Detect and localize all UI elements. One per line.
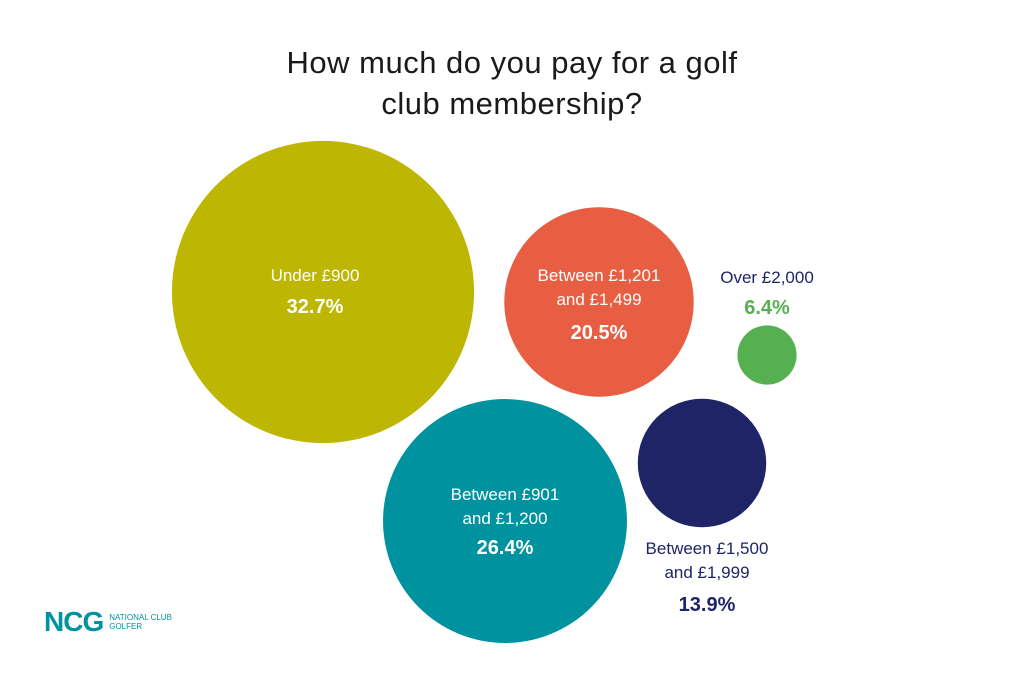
value-label: 26.4% <box>476 537 534 559</box>
bubble <box>737 325 797 385</box>
bubble <box>383 399 627 643</box>
value-label: 6.4% <box>744 297 790 319</box>
bubble-label: Under £900 <box>270 266 360 285</box>
logo: NCG NATIONAL CLUB GOLFER <box>44 606 173 638</box>
bubble <box>504 207 694 397</box>
logo-name: NATIONAL CLUB GOLFER <box>109 613 172 631</box>
bubble-label: Between £901 and £1,200 <box>450 485 560 528</box>
value-label: 32.7% <box>286 296 344 318</box>
bubble-label: Between £1,500 and £1,999 <box>645 539 769 582</box>
chart-title: How much do you pay for a golf club memb… <box>286 45 738 121</box>
bubble-label: Over £2,000 <box>720 268 814 287</box>
value-label: 13.9% <box>678 594 736 616</box>
value-label: 20.5% <box>570 322 628 344</box>
logo-mark: NCG <box>44 606 104 637</box>
bubble-label: Between £1,201 and £1,499 <box>537 266 661 309</box>
bubble <box>637 398 767 528</box>
bubble <box>171 140 475 444</box>
